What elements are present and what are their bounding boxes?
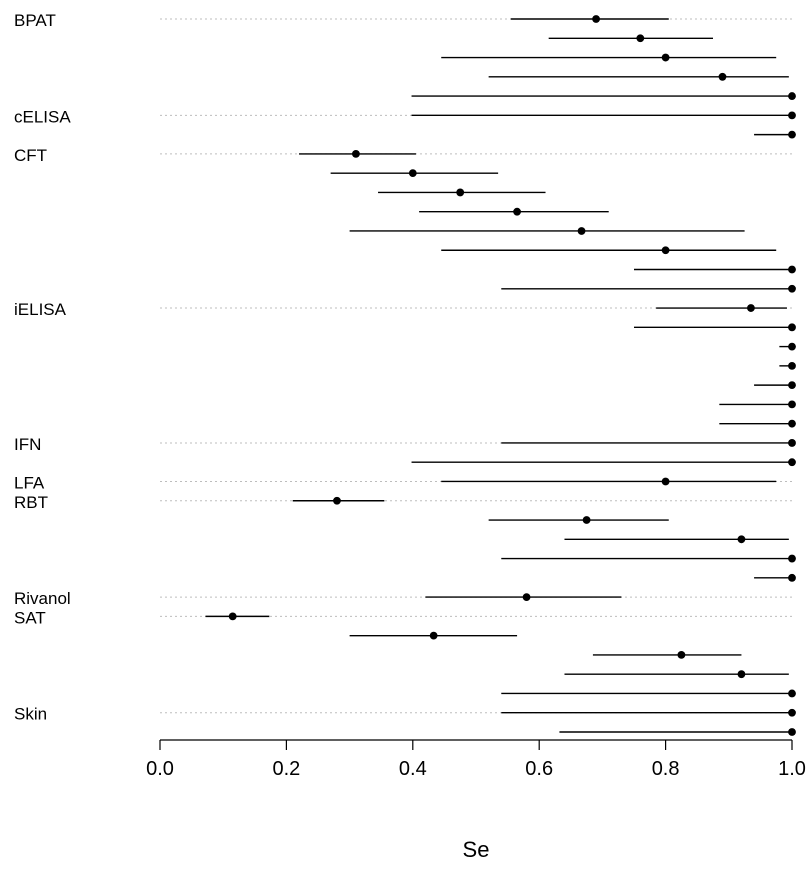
se-point — [718, 72, 727, 81]
x-tick-label: 0.0 — [146, 758, 174, 780]
se-point — [513, 207, 521, 216]
x-axis: 0.0 0.2 0.4 0.6 0.8 1.0 — [146, 739, 806, 780]
se-point — [788, 284, 796, 293]
se-point — [788, 728, 796, 736]
x-tick-label: 0.8 — [652, 758, 680, 780]
se-point — [228, 612, 237, 621]
se-point — [788, 130, 796, 139]
se-point — [577, 227, 586, 235]
group-label: CFT — [14, 146, 47, 165]
se-point — [788, 265, 796, 274]
point-estimates — [228, 15, 796, 736]
se-point — [788, 554, 796, 563]
se-point — [352, 149, 360, 158]
se-point — [788, 689, 796, 698]
se-point — [788, 111, 796, 120]
group-label: BPAT — [14, 11, 56, 30]
se-point — [636, 34, 645, 43]
se-point — [788, 381, 796, 390]
se-point — [788, 400, 796, 409]
se-point — [522, 593, 531, 601]
x-axis-title: Se — [463, 837, 490, 862]
se-point — [737, 670, 746, 679]
group-label: SAT — [14, 608, 46, 627]
group-label: Rivanol — [14, 589, 71, 608]
group-label: cELISA — [14, 107, 71, 126]
x-tick-label: 0.6 — [525, 758, 553, 780]
confidence-intervals — [205, 18, 792, 733]
se-point — [788, 573, 796, 582]
se-point — [592, 15, 600, 23]
se-point — [582, 516, 591, 524]
group-label: IFN — [14, 435, 41, 454]
se-point — [661, 477, 670, 486]
se-point — [333, 496, 341, 505]
se-point — [788, 342, 796, 351]
se-point — [677, 651, 686, 659]
se-point — [788, 458, 796, 467]
se-point — [747, 304, 755, 312]
se-point — [429, 631, 438, 640]
x-tick-label: 0.2 — [272, 758, 300, 780]
se-point — [788, 419, 796, 428]
se-point — [456, 188, 465, 197]
group-label: LFA — [14, 473, 45, 492]
se-point — [788, 361, 796, 370]
se-point — [788, 708, 796, 717]
se-point — [661, 246, 670, 255]
group-gridlines — [160, 18, 792, 714]
group-label: Skin — [14, 705, 47, 724]
se-point — [788, 439, 796, 447]
group-label: RBT — [14, 493, 48, 512]
se-point — [788, 323, 796, 332]
se-point — [661, 53, 670, 62]
group-label: iELISA — [14, 300, 67, 319]
x-tick-label: 0.4 — [399, 758, 427, 780]
se-point — [737, 535, 746, 544]
se-point — [408, 169, 417, 178]
se-point — [788, 92, 796, 100]
x-tick-label: 1.0 — [778, 758, 806, 780]
